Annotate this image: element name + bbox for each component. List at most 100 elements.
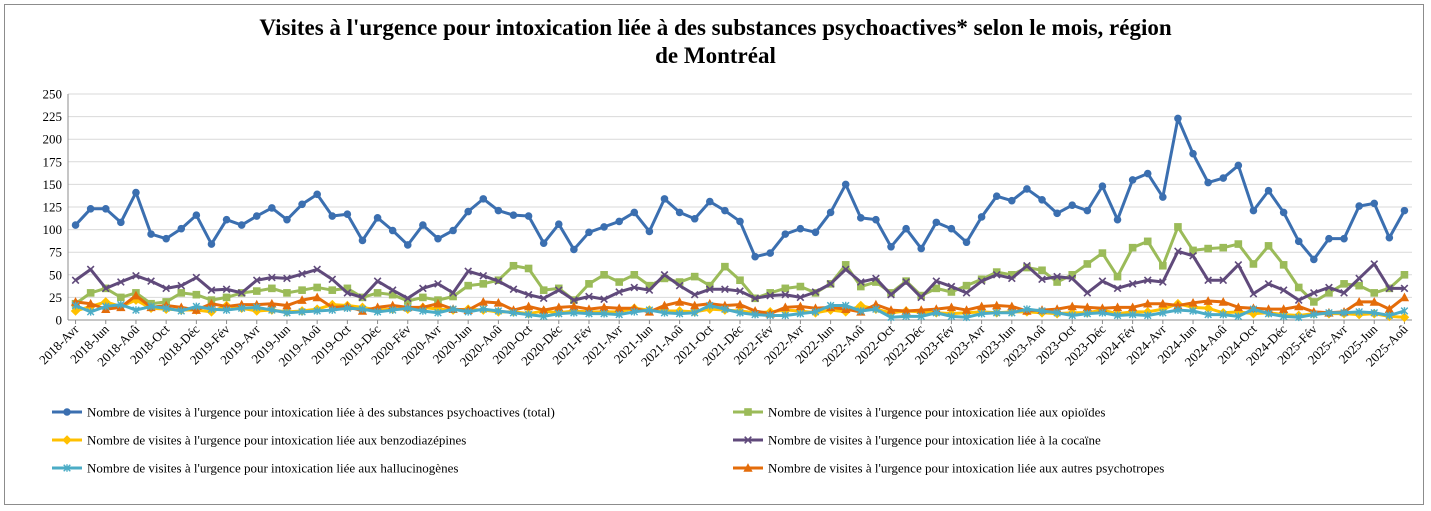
data-point	[1113, 311, 1122, 320]
legend-label: Nombre de visites à l'urgence pour intox…	[768, 461, 1164, 476]
data-point	[252, 287, 261, 295]
data-point	[298, 200, 306, 209]
data-point	[524, 290, 533, 299]
data-point	[147, 302, 155, 311]
data-point	[1159, 193, 1167, 201]
data-point	[162, 304, 170, 313]
data-point	[162, 234, 170, 243]
data-point	[1219, 276, 1228, 285]
data-point	[615, 310, 623, 319]
data-point	[1098, 249, 1107, 257]
y-tick-label: 125	[43, 200, 63, 215]
data-point	[796, 293, 805, 302]
legend-marker	[744, 436, 752, 444]
data-point	[992, 300, 1002, 310]
data-point	[86, 298, 96, 308]
data-point	[721, 305, 729, 313]
data-point	[902, 224, 910, 233]
data-point	[267, 273, 276, 282]
data-point	[1340, 289, 1348, 297]
data-point	[947, 288, 956, 296]
data-point	[1355, 202, 1363, 210]
data-point	[116, 278, 125, 286]
data-point	[1370, 199, 1379, 208]
data-point	[917, 293, 926, 302]
data-point	[1098, 277, 1107, 285]
data-point	[736, 287, 744, 295]
data-point	[780, 302, 790, 312]
data-point	[388, 286, 397, 295]
data-point	[1128, 243, 1137, 252]
legend-marker	[743, 463, 753, 472]
data-point	[1325, 283, 1333, 292]
data-point	[1159, 261, 1167, 270]
data-point	[690, 272, 699, 281]
data-point	[177, 281, 186, 290]
data-point	[449, 305, 457, 313]
series-4	[71, 247, 1409, 304]
data-point	[222, 215, 231, 224]
legend-entry: Nombre de visites à l'urgence pour intox…	[733, 433, 1101, 448]
legend-label: Nombre de visites à l'urgence pour intox…	[87, 433, 466, 448]
data-point	[373, 277, 382, 285]
data-point	[1325, 289, 1333, 297]
data-point	[857, 214, 865, 222]
data-point	[1340, 280, 1348, 288]
data-point	[539, 312, 548, 321]
legend-entry: Nombre de visites à l'urgence pour intox…	[52, 461, 458, 476]
data-point	[86, 308, 95, 316]
data-point	[283, 215, 291, 224]
data-point	[464, 308, 472, 316]
data-point	[71, 301, 80, 310]
data-point	[313, 307, 321, 315]
data-point	[811, 228, 820, 237]
data-point	[1385, 233, 1394, 242]
series-1	[71, 114, 1409, 264]
data-point	[1294, 301, 1304, 311]
data-point	[1218, 297, 1228, 306]
data-point	[1400, 271, 1409, 279]
data-point	[298, 308, 306, 316]
data-point	[751, 310, 759, 319]
data-point	[1053, 272, 1061, 281]
data-point	[1279, 304, 1289, 313]
data-point	[268, 306, 276, 314]
data-point	[86, 289, 95, 297]
data-point	[373, 289, 382, 297]
chart-title-line2: de Montréal	[655, 43, 776, 68]
data-point	[660, 270, 669, 279]
data-point	[464, 207, 472, 216]
data-point	[1294, 237, 1303, 246]
data-point	[1188, 297, 1198, 307]
data-point	[962, 281, 971, 290]
data-point	[192, 211, 201, 219]
data-point	[1174, 306, 1182, 314]
data-point	[1234, 240, 1243, 248]
data-point	[630, 308, 639, 316]
data-point	[1008, 196, 1016, 205]
data-point	[464, 267, 473, 276]
data-point	[192, 302, 201, 311]
data-point	[283, 308, 291, 317]
data-point	[977, 277, 986, 285]
data-point	[1174, 223, 1182, 231]
data-point	[1354, 297, 1364, 306]
data-point	[509, 308, 518, 317]
data-point	[147, 230, 155, 238]
data-point	[237, 289, 246, 297]
gridlines	[68, 93, 1412, 321]
data-point	[1264, 309, 1273, 318]
data-point	[1128, 279, 1137, 288]
data-point	[479, 280, 488, 288]
data-point	[237, 304, 246, 313]
data-point	[690, 214, 699, 223]
data-point	[872, 274, 880, 283]
data-point	[721, 285, 729, 294]
data-point	[1113, 215, 1122, 224]
data-point	[1159, 308, 1167, 317]
data-point	[554, 309, 563, 318]
data-point	[811, 288, 820, 296]
data-point	[1143, 298, 1153, 308]
chart-title-line1: Visites à l'urgence pour intoxication li…	[259, 15, 1172, 40]
y-tick-label: 75	[49, 245, 62, 260]
